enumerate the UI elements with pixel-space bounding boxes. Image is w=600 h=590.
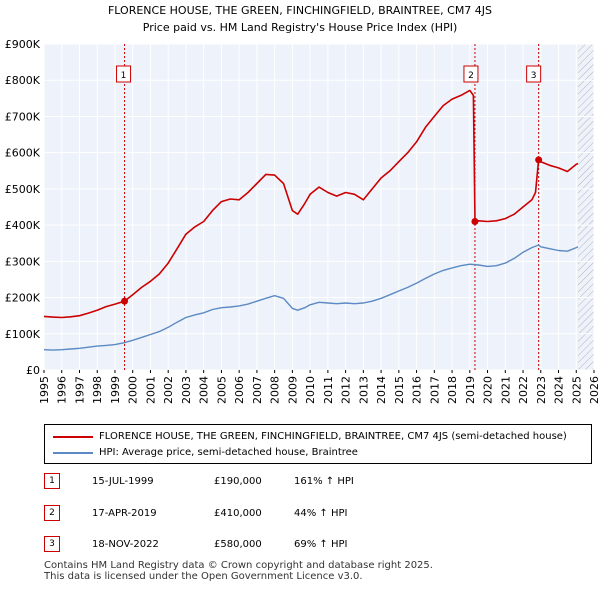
x-tick-label: 2020 <box>482 376 495 404</box>
x-tick-label: 2009 <box>286 376 299 404</box>
x-tick-label: 1999 <box>109 376 122 404</box>
y-tick-label: £800K <box>5 74 41 87</box>
footer-license: This data is licensed under the Open Gov… <box>44 571 363 582</box>
x-tick-label: 2001 <box>144 376 157 404</box>
y-tick-label: £700K <box>5 110 41 123</box>
x-tick-label: 2013 <box>357 376 370 404</box>
legend-swatch-hpi <box>53 452 93 454</box>
x-tick-label: 2026 <box>588 376 600 404</box>
sale-point <box>121 297 129 305</box>
x-tick-label: 2012 <box>340 376 353 404</box>
x-tick-label: 2015 <box>393 376 406 404</box>
plot-area: £0 £100K £200K £300K £400K £500K £600K £700K £80… <box>5 38 600 404</box>
x-tick-label: 2018 <box>446 376 459 404</box>
y-tick-label: £900K <box>5 38 41 51</box>
transaction-price: £190,000 <box>214 476 262 487</box>
x-tick-label: 1995 <box>38 376 51 404</box>
x-tick-label: 2007 <box>251 376 264 404</box>
chart-subtitle: Price paid vs. HM Land Registry's House … <box>143 21 458 34</box>
x-tick-label: 2021 <box>499 376 512 404</box>
ownership-region <box>124 44 475 370</box>
footer-copyright: Contains HM Land Registry data © Crown c… <box>44 560 433 571</box>
legend-label-hpi: HPI: Average price, semi-detached house,… <box>99 447 358 458</box>
x-tick-label: 1998 <box>91 376 104 404</box>
property-price-line <box>43 89 579 319</box>
transaction-row: 1 15-JUL-1999 £190,000 161% ↑ HPI <box>44 472 564 492</box>
x-tick-label: 1997 <box>73 376 86 404</box>
x-tick-label: 2004 <box>198 376 211 404</box>
transaction-row: 3 18-NOV-2022 £580,000 69% ↑ HPI <box>44 535 564 555</box>
hpi-line <box>43 244 579 351</box>
sale-label-box <box>463 65 479 83</box>
y-tick-label: £400K <box>5 219 41 232</box>
transaction-number-badge: 2 <box>44 505 60 521</box>
transaction-hpi-change: 44% ↑ HPI <box>294 508 348 519</box>
x-tick-label: 2014 <box>375 376 388 404</box>
legend-label-property: FLORENCE HOUSE, THE GREEN, FINCHINGFIELD… <box>99 431 567 442</box>
future-hatch-region <box>578 44 594 370</box>
y-tick-label: £300K <box>5 255 41 268</box>
transaction-hpi-change: 161% ↑ HPI <box>294 476 354 487</box>
sale-label-number: 3 <box>531 71 537 81</box>
x-tick-label: 2025 <box>570 376 583 404</box>
x-tick-label: 2023 <box>535 376 548 404</box>
x-tick-label: 2024 <box>553 376 566 404</box>
x-tick-label: 1996 <box>56 376 69 404</box>
transaction-row: 2 17-APR-2019 £410,000 44% ↑ HPI <box>44 504 564 524</box>
sale-point <box>471 217 479 225</box>
transaction-price: £580,000 <box>214 539 262 550</box>
y-tick-label: £500K <box>5 183 41 196</box>
x-tick-label: 2008 <box>269 376 282 404</box>
transaction-price: £410,000 <box>214 508 262 519</box>
sale-label-number: 2 <box>468 71 474 81</box>
x-tick-label: 2002 <box>162 376 175 404</box>
transaction-number-badge: 3 <box>44 536 60 552</box>
y-tick-label: £200K <box>5 292 41 305</box>
sale-label-box <box>116 65 132 83</box>
transaction-number-badge: 1 <box>44 473 60 489</box>
x-tick-label: 2010 <box>304 376 317 404</box>
sale-label-number: 1 <box>121 71 127 81</box>
transaction-date: 18-NOV-2022 <box>92 539 159 550</box>
transaction-date: 15-JUL-1999 <box>92 476 154 487</box>
x-tick-label: 2005 <box>215 376 228 404</box>
x-tick-label: 2022 <box>517 376 530 404</box>
y-tick-label: £100K <box>5 328 41 341</box>
x-tick-label: 2016 <box>411 376 424 404</box>
x-tick-label: 2019 <box>464 376 477 404</box>
price-chart: FLORENCE HOUSE, THE GREEN, FINCHINGFIELD… <box>5 4 600 404</box>
y-tick-label: £0 <box>26 364 40 377</box>
x-tick-label: 2017 <box>428 376 441 404</box>
legend: FLORENCE HOUSE, THE GREEN, FINCHINGFIELD… <box>44 424 592 464</box>
sale-point <box>535 156 543 164</box>
x-tick-label: 2011 <box>322 376 335 404</box>
y-tick-label: £600K <box>5 147 41 160</box>
transaction-hpi-change: 69% ↑ HPI <box>294 539 348 550</box>
footer: Contains HM Land Registry data © Crown c… <box>44 560 594 582</box>
x-tick-label: 2003 <box>180 376 193 404</box>
sale-label-box <box>526 65 542 83</box>
x-tick-label: 2000 <box>127 376 140 404</box>
x-tick-label: 2006 <box>233 376 246 404</box>
chart-title: FLORENCE HOUSE, THE GREEN, FINCHINGFIELD… <box>108 4 492 17</box>
legend-swatch-property <box>53 436 93 438</box>
transaction-date: 17-APR-2019 <box>92 508 157 519</box>
